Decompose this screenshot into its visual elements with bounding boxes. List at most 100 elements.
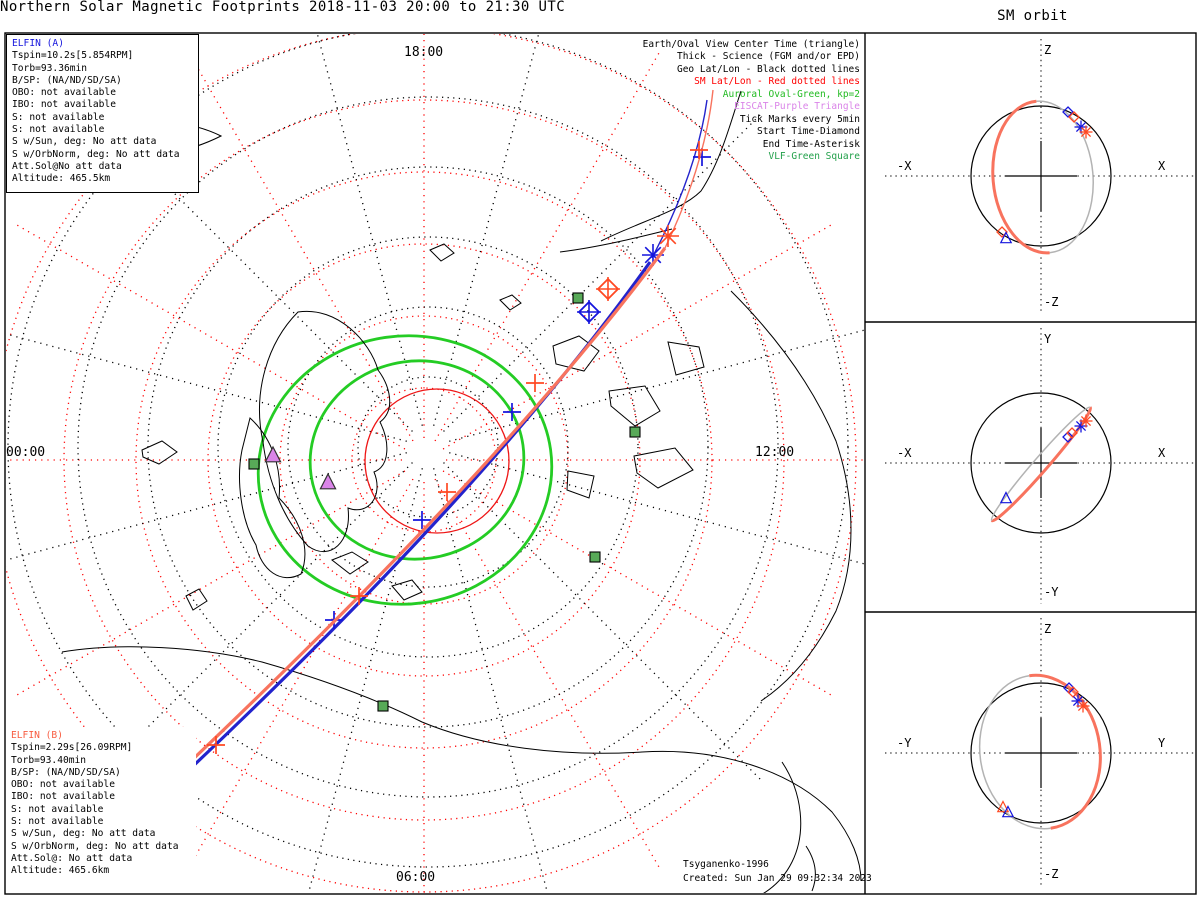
spacecraft-a-info-line: IBO: not available bbox=[12, 99, 116, 111]
mlt-label-00: 00:00 bbox=[6, 445, 46, 460]
vlf-square-marker bbox=[572, 292, 584, 304]
triangle-marker bbox=[999, 491, 1013, 504]
legend-line: Tick Marks every 5min bbox=[739, 113, 860, 125]
panel-1-axis-label-top: Z bbox=[1044, 43, 1052, 57]
asterisk-marker bbox=[1079, 125, 1093, 139]
elfin-b-track bbox=[168, 89, 714, 785]
spacecraft-b-info-line: IBO: not available bbox=[11, 791, 115, 803]
model-label: Tsyganenko-1996 bbox=[683, 859, 769, 870]
legend: Earth/Oval View Center Time (triangle) Th… bbox=[540, 40, 860, 164]
diamond-marker bbox=[1062, 431, 1074, 443]
created-label: Created: Sun Jan 29 09:32:34 2023 bbox=[683, 873, 872, 884]
diamond-marker bbox=[1066, 427, 1078, 439]
sm-orbit-title: SM orbit bbox=[997, 8, 1068, 24]
tick-mark bbox=[596, 277, 620, 301]
earth-circle bbox=[970, 682, 1112, 824]
panel-1-axis-label-left: -X bbox=[897, 159, 912, 173]
tick-mark bbox=[350, 587, 368, 605]
spacecraft-b-info-line: Tspin=2.29s[26.09RPM] bbox=[11, 742, 133, 754]
tick-mark bbox=[438, 483, 456, 501]
tick-mark bbox=[577, 300, 601, 324]
end-time-asterisk bbox=[657, 225, 679, 247]
start-time-diamond bbox=[596, 277, 620, 301]
spacecraft-b-info-line: S w/Sun, deg: No att data bbox=[11, 828, 156, 840]
spacecraft-b-info-line: Altitude: 465.6km bbox=[11, 865, 110, 877]
triangle-marker bbox=[996, 800, 1010, 813]
legend-line: Start Time-Diamond bbox=[757, 126, 860, 138]
map-layer bbox=[6, 34, 864, 893]
legend-line: Geo Lat/Lon - Black dotted lines bbox=[676, 63, 860, 75]
spacecraft-a-info-line: S: not available bbox=[12, 124, 105, 136]
panel-3-axis-label-top: Z bbox=[1044, 622, 1052, 636]
mlt-label-12: 12:00 bbox=[755, 445, 795, 460]
eiscat-triangle-marker bbox=[319, 472, 337, 490]
panel-3-axis-label-bottom: -Z bbox=[1044, 867, 1059, 881]
sm-orbit-panel-3 bbox=[885, 618, 1195, 886]
spacecraft-b-info-line: Torb=93.40min bbox=[11, 754, 87, 766]
spacecraft-a-info-line: OBO: not available bbox=[12, 87, 116, 99]
sm-lat-circle bbox=[364, 388, 510, 534]
asterisk-marker bbox=[1076, 699, 1090, 713]
spacecraft-a-info-line: Altitude: 465.5km bbox=[12, 173, 111, 185]
panel-2-axis-label-right: X bbox=[1158, 446, 1166, 460]
vlf-square-marker bbox=[248, 458, 260, 470]
panel-3-axis-label-left: -Y bbox=[897, 736, 912, 750]
spacecraft-b-info-line: S w/OrbNorm, deg: No att data bbox=[11, 840, 179, 852]
legend-line: EISCAT-Purple Triangle bbox=[734, 101, 860, 113]
tick-mark bbox=[503, 403, 521, 421]
spacecraft-a-info-line: S w/OrbNorm, deg: No att data bbox=[12, 148, 180, 160]
diamond-marker bbox=[1067, 686, 1079, 698]
vlf-square-marker bbox=[629, 426, 641, 438]
eiscat-triangle-marker bbox=[264, 445, 282, 463]
mlt-label-06: 06:00 bbox=[396, 870, 436, 885]
panel-3-axis-label-right: Y bbox=[1158, 736, 1166, 750]
legend-line: VLF-Green Square bbox=[768, 150, 860, 162]
spacecraft-a-info-line: Torb=93.36min bbox=[12, 62, 88, 74]
orbit-ellipse bbox=[991, 99, 1094, 255]
sm-orbit-panel-2 bbox=[885, 328, 1195, 604]
earth-circle bbox=[970, 105, 1112, 247]
spacecraft-a-info-line: Tspin=10.2s[5.854RPM] bbox=[12, 50, 134, 62]
page-title: Northern Solar Magnetic Footprints 2018-… bbox=[0, 0, 566, 15]
spacecraft-a-info-line: Att.Sol@No att data bbox=[12, 160, 122, 172]
legend-line: End Time-Asterisk bbox=[762, 138, 860, 150]
info-box-elfin-a: ELFIN (A) Tspin=10.2s[5.854RPM] Torb=93.36… bbox=[6, 34, 199, 193]
spacecraft-a-info-line: S w/Sun, deg: No att data bbox=[12, 136, 157, 148]
diamond-marker bbox=[1068, 111, 1080, 123]
diamond-marker bbox=[996, 226, 1008, 238]
sm-orbit-panel-1 bbox=[885, 39, 1195, 314]
tick-mark bbox=[690, 141, 708, 159]
spacecraft-a-name: ELFIN (A) bbox=[12, 38, 64, 49]
vlf-square-marker bbox=[589, 551, 601, 563]
legend-line: SM Lat/Lon - Red dotted lines bbox=[694, 76, 860, 88]
plot-frame bbox=[4, 32, 1197, 895]
spacecraft-b-info-line: B/SP: (NA/ND/SD/SA) bbox=[11, 766, 121, 778]
spacecraft-a-info-line: B/SP: (NA/ND/SD/SA) bbox=[12, 74, 122, 86]
auroral-oval bbox=[308, 359, 526, 561]
spacecraft-b-info-line: S: not available bbox=[11, 803, 104, 815]
panel-2-axis-label-left: -X bbox=[897, 446, 912, 460]
vlf-square-marker bbox=[377, 700, 389, 712]
earth-circle bbox=[970, 392, 1112, 534]
panel-1-axis-label-right: X bbox=[1158, 159, 1166, 173]
legend-line: Auroral Oval-Green, kp=2 bbox=[722, 88, 860, 100]
tick-mark bbox=[526, 374, 544, 392]
info-box-elfin-b: ELFIN (B) Tspin=2.29s[26.09RPM] Torb=93.40… bbox=[6, 727, 196, 893]
tick-mark bbox=[413, 511, 431, 529]
tick-mark bbox=[207, 736, 225, 754]
legend-line: Thick - Science (FGM and/or EPD) bbox=[676, 51, 860, 63]
auroral-oval bbox=[256, 334, 554, 606]
spacecraft-b-name: ELFIN (B) bbox=[11, 730, 63, 741]
triangle-marker bbox=[999, 231, 1013, 244]
panel-2-axis-label-top: Y bbox=[1044, 332, 1052, 346]
start-time-diamond bbox=[577, 300, 601, 324]
spacecraft-b-info-line: S: not available bbox=[11, 816, 104, 828]
orbit-ellipse bbox=[990, 406, 1092, 523]
panel-1-axis-label-bottom: -Z bbox=[1044, 295, 1059, 309]
triangle-marker bbox=[1001, 805, 1015, 818]
sm-grid bbox=[6, 34, 864, 893]
diamond-marker bbox=[1062, 106, 1074, 118]
asterisk-marker bbox=[1071, 694, 1085, 708]
